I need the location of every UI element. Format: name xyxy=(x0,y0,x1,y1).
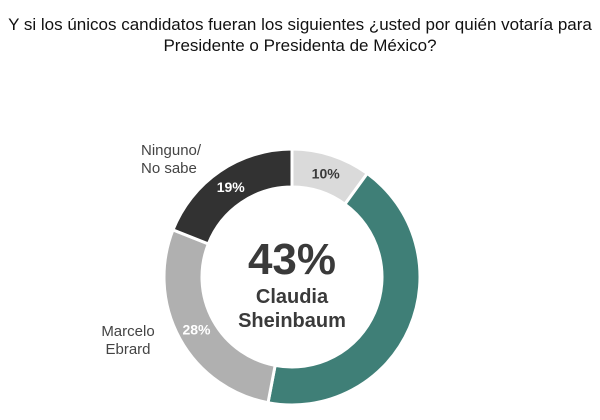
chart-title-line-1: Y si los únicos candidatos fueran los si… xyxy=(8,15,592,34)
outside-label-marcelo-ebrard-line-2: Ebrard xyxy=(105,341,150,358)
center-name-line-2: Sheinbaum xyxy=(238,310,346,332)
donut-slice-labels: 10% 28% 19% xyxy=(182,165,340,337)
slice-label-ninguno-no-sabe: 19% xyxy=(217,179,246,195)
slice-label-sin-dato: 10% xyxy=(312,165,341,181)
donut-center: 43% Claudia Sheinbaum xyxy=(238,235,346,332)
center-name-line-1: Claudia xyxy=(256,286,329,308)
chart-title: Y si los únicos candidatos fueran los si… xyxy=(0,14,600,56)
chart-title-line-2: Presidente o Presidenta de México? xyxy=(163,36,437,55)
slice-ninguno-no-sabe xyxy=(171,147,294,246)
outside-label-ninguno-no-sabe-line-1: Ninguno/ xyxy=(141,142,202,159)
slice-label-marcelo-ebrard: 28% xyxy=(182,322,211,338)
slice-claudia-sheinbaum xyxy=(266,171,422,407)
outside-label-ninguno-no-sabe-line-2: No sabe xyxy=(141,160,197,177)
donut-slices xyxy=(162,147,422,407)
outside-label-marcelo-ebrard-line-1: Marcelo xyxy=(101,323,154,340)
center-value: 43% xyxy=(248,235,336,284)
